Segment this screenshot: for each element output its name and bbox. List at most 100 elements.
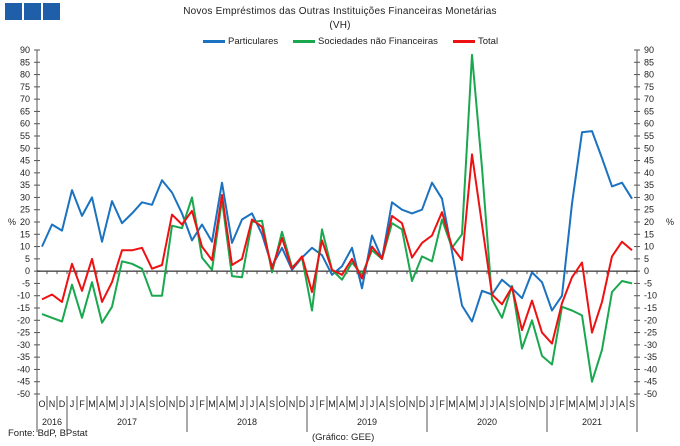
y-tick-label: 5 — [25, 254, 30, 264]
month-label: J — [490, 399, 495, 409]
month-label: J — [70, 399, 75, 409]
month-label: O — [38, 399, 45, 409]
month-label: A — [619, 399, 625, 409]
y-tick-label: 0 — [25, 266, 30, 276]
y-tick-label: 55 — [20, 131, 30, 141]
month-label: M — [568, 399, 576, 409]
month-label: J — [550, 399, 555, 409]
y-tick-label: 85 — [20, 57, 30, 67]
y-tick-label-right: 0 — [644, 266, 649, 276]
month-label: A — [579, 399, 585, 409]
y-tick-label: 35 — [20, 180, 30, 190]
month-label: J — [600, 399, 605, 409]
chart-title: Novos Empréstimos das Outras Instituiçõe… — [183, 6, 497, 17]
y-tick-label-right: 50 — [644, 143, 654, 153]
month-label: A — [99, 399, 105, 409]
y-tick-label-right: 10 — [644, 242, 654, 252]
y-tick-label: -40 — [17, 364, 30, 374]
month-label: S — [389, 399, 395, 409]
year-label: 2021 — [582, 417, 602, 427]
month-label: S — [509, 399, 515, 409]
y-tick-label: 40 — [20, 168, 30, 178]
y-tick-label-right: 55 — [644, 131, 654, 141]
month-label: M — [588, 399, 596, 409]
y-tick-label: -25 — [17, 328, 30, 338]
month-label: J — [250, 399, 255, 409]
legend-swatch — [453, 40, 475, 43]
y-tick-label: 45 — [20, 156, 30, 166]
month-label: J — [190, 399, 195, 409]
month-label: N — [409, 399, 416, 409]
y-tick-label: 20 — [20, 217, 30, 227]
month-label: O — [398, 399, 405, 409]
gee-logo — [5, 3, 60, 20]
y-tick-label-right: -30 — [644, 340, 657, 350]
month-label: A — [139, 399, 145, 409]
y-tick-label-right: 35 — [644, 180, 654, 190]
y-tick-label-right: 75 — [644, 82, 654, 92]
y-tick-label: -10 — [17, 291, 30, 301]
legend-swatch — [293, 40, 315, 43]
y-tick-label: 90 — [20, 45, 30, 55]
year-label: 2020 — [477, 417, 497, 427]
month-label: J — [310, 399, 315, 409]
month-label: D — [299, 399, 306, 409]
month-label: S — [149, 399, 155, 409]
month-label: M — [468, 399, 476, 409]
month-label: D — [419, 399, 426, 409]
month-label: J — [360, 399, 365, 409]
y-tick-label: -15 — [17, 303, 30, 313]
month-label: D — [539, 399, 546, 409]
y-tick-label-right: 40 — [644, 168, 654, 178]
y-tick-label: 75 — [20, 82, 30, 92]
y-tick-label: 65 — [20, 106, 30, 116]
legend-item-particulares: Particulares — [203, 36, 278, 47]
y-tick-label: 15 — [20, 229, 30, 239]
y-tick-label: -30 — [17, 340, 30, 350]
month-label: F — [79, 399, 85, 409]
y-tick-label: 60 — [20, 119, 30, 129]
month-label: N — [529, 399, 536, 409]
y-tick-label: 50 — [20, 143, 30, 153]
y-tick-label-right: 60 — [644, 119, 654, 129]
legend-swatch — [203, 40, 225, 43]
month-label: J — [130, 399, 135, 409]
month-label: J — [480, 399, 485, 409]
source-note: Fonte: BdP, BPstat — [8, 428, 88, 439]
month-label: F — [199, 399, 205, 409]
chart-subtitle: (VH) — [329, 20, 351, 31]
month-label: J — [240, 399, 245, 409]
series-line-particulares — [41, 130, 633, 323]
y-tick-label-right: 90 — [644, 45, 654, 55]
legend-label: Particulares — [228, 36, 279, 47]
y-tick-label: -50 — [17, 389, 30, 399]
y-tick-label-right: -15 — [644, 303, 657, 313]
y-tick-label: 25 — [20, 205, 30, 215]
month-label: M — [348, 399, 356, 409]
y-tick-label: -5 — [22, 278, 30, 288]
month-label: A — [379, 399, 385, 409]
month-label: A — [219, 399, 225, 409]
y-tick-label-right: -20 — [644, 315, 657, 325]
y-tick-label-right: 25 — [644, 205, 654, 215]
y-tick-label-right: -50 — [644, 389, 657, 399]
month-label: D — [59, 399, 66, 409]
y-tick-label-right: 65 — [644, 106, 654, 116]
month-label: A — [259, 399, 265, 409]
month-label: M — [448, 399, 456, 409]
y-tick-label: -35 — [17, 352, 30, 362]
legend-item-sociedades: Sociedades não Financeiras — [293, 36, 438, 47]
month-label: F — [559, 399, 565, 409]
y-tick-label-right: 85 — [644, 57, 654, 67]
month-label: F — [319, 399, 325, 409]
credit-note: (Gráfico: GEE) — [312, 432, 375, 443]
y-axis-label: % — [8, 217, 16, 227]
month-label: N — [49, 399, 56, 409]
legend-label: Total — [478, 36, 499, 47]
y-tick-label-right: 80 — [644, 70, 654, 80]
y-tick-label-right: 45 — [644, 156, 654, 166]
month-label: A — [499, 399, 505, 409]
month-label: F — [439, 399, 445, 409]
month-label: J — [610, 399, 615, 409]
